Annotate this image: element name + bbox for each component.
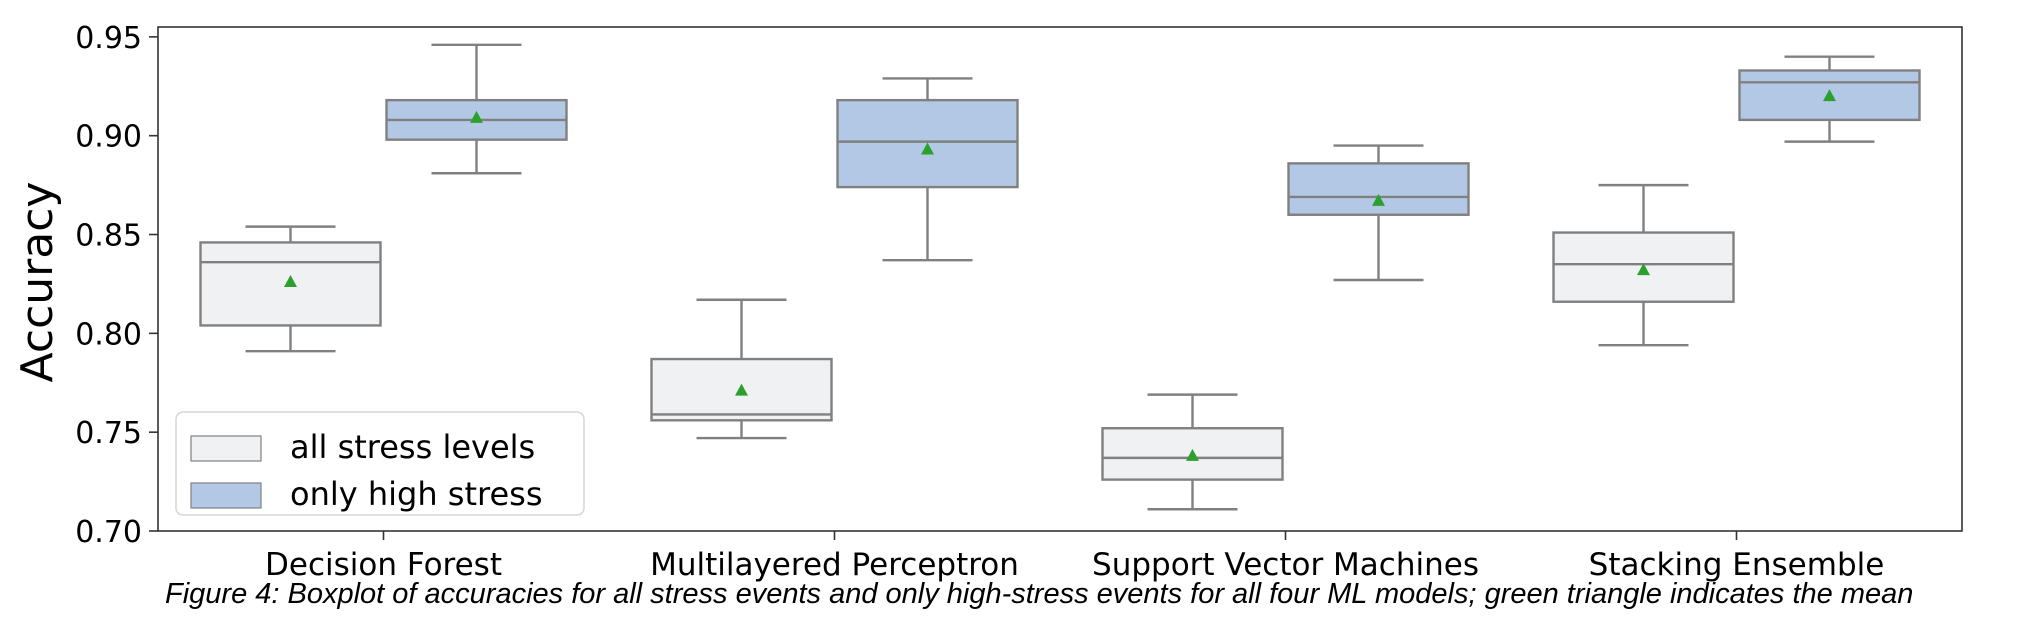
box-high-1 [836, 77, 1019, 262]
y-tick-label: 0.70 [75, 515, 142, 550]
box-all-1 [650, 298, 833, 440]
x-tick-label: Decision Forest [265, 547, 502, 583]
mean-marker [470, 110, 483, 123]
legend-frame [175, 411, 585, 516]
y-axis-label: Accuracy [12, 182, 63, 383]
legend-label: all stress levels [290, 428, 535, 466]
legend-swatch [190, 435, 262, 462]
y-tick-label: 0.85 [75, 219, 142, 254]
y-tick-label: 0.95 [75, 21, 142, 56]
mean-marker [1823, 89, 1836, 102]
box-all-0 [199, 225, 382, 353]
iqr-box [1287, 162, 1470, 216]
figure-caption: Figure 4: Boxplot of accuracies for all … [165, 578, 1914, 610]
plot-frame [157, 26, 1963, 532]
x-tick-label: Support Vector Machines [1092, 547, 1479, 583]
mean-marker [1372, 193, 1385, 206]
x-tick-label: Multilayered Perceptron [650, 547, 1019, 583]
x-tick-label: Stacking Ensemble [1589, 547, 1885, 583]
legend-swatch [190, 482, 262, 509]
mean-marker [1637, 263, 1650, 276]
box-high-2 [1287, 144, 1470, 282]
y-tick-label: 0.80 [75, 317, 142, 352]
box-all-3 [1552, 183, 1735, 347]
mean-marker [1186, 448, 1199, 461]
box-all-2 [1101, 393, 1284, 511]
mean-marker [921, 142, 934, 155]
box-high-3 [1738, 55, 1921, 143]
y-tick-label: 0.90 [75, 120, 142, 155]
y-tick-label: 0.75 [75, 416, 142, 451]
mean-marker [735, 383, 748, 396]
legend-label: only high stress [290, 475, 543, 513]
legend: all stress levels only high stress [175, 411, 585, 516]
mean-marker [284, 274, 297, 287]
box-high-0 [385, 43, 568, 175]
